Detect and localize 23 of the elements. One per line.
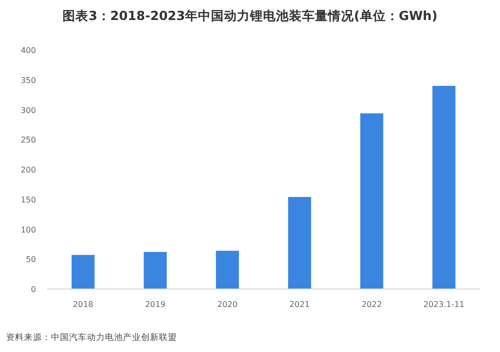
chart-title: 图表3：2018-2023年中国动力锂电池装车量情况(单位：GWh)	[62, 8, 438, 23]
bar	[432, 86, 456, 289]
y-tick-label: 350	[20, 76, 36, 85]
y-tick-label: 50	[26, 255, 36, 264]
x-tick-label: 2023.1-11	[423, 300, 464, 309]
x-tick-label: 2020	[217, 300, 238, 309]
y-tick-label: 0	[30, 285, 36, 294]
x-tick-label: 2022	[362, 300, 382, 309]
x-tick-label: 2021	[289, 300, 310, 309]
y-tick-label: 100	[20, 225, 36, 234]
y-tick-label: 250	[20, 136, 36, 145]
bar	[216, 250, 239, 289]
bar	[288, 196, 312, 289]
x-tick-label: 2019	[145, 300, 166, 309]
x-tick-label: 2018	[72, 300, 94, 309]
y-tick-label: 200	[20, 166, 36, 174]
y-tick-label: 400	[20, 46, 36, 55]
text: 资料来源：中国汽车动力电池产业创新联盟	[6, 332, 177, 343]
bar	[360, 113, 384, 289]
y-tick-label: 300	[20, 106, 36, 115]
bar	[144, 252, 167, 289]
bar	[72, 254, 95, 289]
y-tick-label: 150	[20, 195, 36, 204]
